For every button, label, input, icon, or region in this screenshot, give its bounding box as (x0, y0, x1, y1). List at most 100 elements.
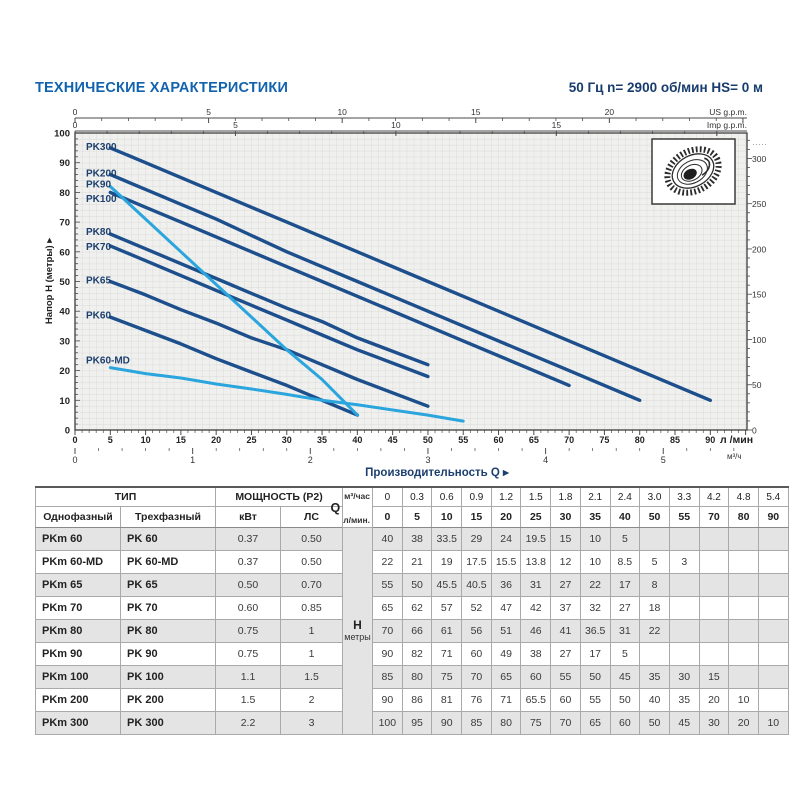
power-kw: 2.2 (215, 711, 282, 735)
q-value-lmin: 80 (728, 506, 759, 528)
table-row-pkm-70: PKm 70 PK 70 0.60 0.85 65 62 57 52 47 42 37 32 27 18 (35, 596, 789, 620)
curve-label-pk65: PK65 (86, 276, 111, 287)
pump-model-single: PKm 200 (35, 688, 121, 712)
frequency-speed-spec: 50 Гц n= 2900 об/мин HS= 0 м (568, 80, 763, 95)
col-hp: ЛС (280, 506, 344, 528)
head-value: 35 (668, 688, 700, 712)
col-group-type: ТИП (34, 486, 217, 507)
power-hp: 1 (280, 619, 344, 643)
pump-model-three: PK 70 (119, 596, 217, 620)
head-value: 20 (698, 688, 730, 712)
q-value-m3h: 0.9 (461, 486, 492, 507)
axis-tick-label: 30 (282, 435, 292, 445)
axis-tick-label: 50 (752, 380, 762, 390)
axis-tick-label: 3 (425, 455, 430, 465)
head-value (728, 596, 759, 620)
head-value: 85 (461, 711, 492, 735)
head-value: 50 (639, 711, 670, 735)
axis-tick-label: 5 (233, 120, 238, 130)
table-row-pkm-300: PKm 300 PK 300 2.2 3 100 95 90 85 80 75 70 65 60 50 45… (35, 711, 789, 735)
head-value: 60 (609, 711, 641, 735)
axis-tick-label: 0 (72, 435, 77, 445)
pump-model-three: PK 100 (119, 665, 217, 689)
x-axis-unit-m3h: м³/ч (727, 452, 742, 461)
col-kw: кВт (215, 506, 282, 528)
x-axis-unit-lmin: л /мин (720, 434, 753, 446)
axis-tick-label: 0 (73, 107, 78, 117)
q-value-lmin: 15 (461, 506, 492, 528)
head-value (698, 527, 730, 551)
axis-tick-label: 25 (246, 435, 256, 445)
axis-tick-label: 30 (59, 336, 70, 347)
head-value (668, 596, 700, 620)
col-three-phase: Трехфазный (119, 506, 217, 528)
curve-label-pk60-md: PK60-MD (86, 356, 130, 367)
head-value: 15 (550, 527, 581, 551)
head-value (757, 573, 789, 597)
axis-tick-label: 0 (752, 426, 757, 436)
head-value: 36 (490, 573, 522, 597)
head-value: 10 (579, 527, 611, 551)
head-value: 80 (490, 711, 522, 735)
pump-model-single: PKm 60-MD (35, 550, 121, 574)
head-value (728, 619, 759, 643)
curve-label-pk90: PK90 (86, 180, 111, 191)
pump-curve-pk65 (108, 279, 430, 408)
pump-curve-pk90 (108, 185, 359, 417)
pump-model-three: PK 60-MD (119, 550, 217, 574)
head-value: 40 (372, 527, 403, 551)
axis-feet: 0 50 100 150 200 250 300 ····· (747, 139, 767, 436)
head-value: 80 (401, 665, 433, 689)
head-value: 38 (520, 642, 552, 666)
power-kw: 0.75 (215, 619, 282, 643)
head-value: 75 (520, 711, 552, 735)
head-value (757, 527, 789, 551)
head-value: 42 (520, 596, 552, 620)
head-value: 75 (431, 665, 463, 689)
table-row-pkm-60-md: PKm 60-MD PK 60-MD 0.37 0.50 22 21 19 17.5 15.5 1… (35, 550, 789, 574)
head-value: 29 (461, 527, 492, 551)
head-value: 71 (431, 642, 463, 666)
page-header: ТЕХНИЧЕСКИЕ ХАРАКТЕРИСТИКИ 50 Гц n= 2900… (35, 80, 763, 96)
q-value-lmin: 90 (757, 506, 789, 528)
head-value: 20 (728, 711, 759, 735)
axis-tick-label: 50 (423, 435, 433, 445)
head-value: 45 (609, 665, 641, 689)
q-value-m3h: 0.6 (431, 486, 463, 507)
head-value: 85 (372, 665, 403, 689)
head-value: 65.5 (520, 688, 552, 712)
axis-m3h: 0 1 2 3 4 5 м³/ч (72, 448, 742, 465)
axis-tick-label: 1 (190, 455, 195, 465)
head-value: 60 (461, 642, 492, 666)
head-value: 50 (609, 688, 641, 712)
head-value (728, 665, 759, 689)
head-value: 65 (579, 711, 611, 735)
head-value: 5 (609, 527, 641, 551)
head-value: 27 (550, 642, 581, 666)
head-value: 61 (431, 619, 463, 643)
head-value (728, 527, 759, 551)
axis-tick-label: 85 (670, 435, 680, 445)
curve-label-pk200: PK200 (86, 169, 117, 180)
axis-tick-label: 70 (564, 435, 574, 445)
head-value: 90 (372, 642, 403, 666)
axis-tick-label: 15 (471, 107, 481, 117)
head-value: 65 (490, 665, 522, 689)
q-value-lmin: 35 (579, 506, 611, 528)
axis-tick-label: 200 (752, 244, 766, 254)
q-value-m3h: 4.8 (728, 486, 759, 507)
axis-tick-label: 20 (211, 435, 221, 445)
axis-tick-label: 10 (391, 120, 401, 130)
pump-model-single: PKm 70 (35, 596, 121, 620)
pump-model-single: PKm 100 (35, 665, 121, 689)
table-row-pkm-100: PKm 100 PK 100 1.1 1.5 85 80 75 70 65 60 55 50 45 35 3… (35, 665, 789, 689)
pump-curve-pk80 (108, 232, 430, 367)
head-value (698, 642, 730, 666)
q-unit-lmin: л/мин. (343, 514, 371, 525)
head-value: 51 (490, 619, 522, 643)
head-value (668, 527, 700, 551)
curve-label-pk70: PK70 (86, 242, 111, 253)
head-value: 8 (639, 573, 670, 597)
